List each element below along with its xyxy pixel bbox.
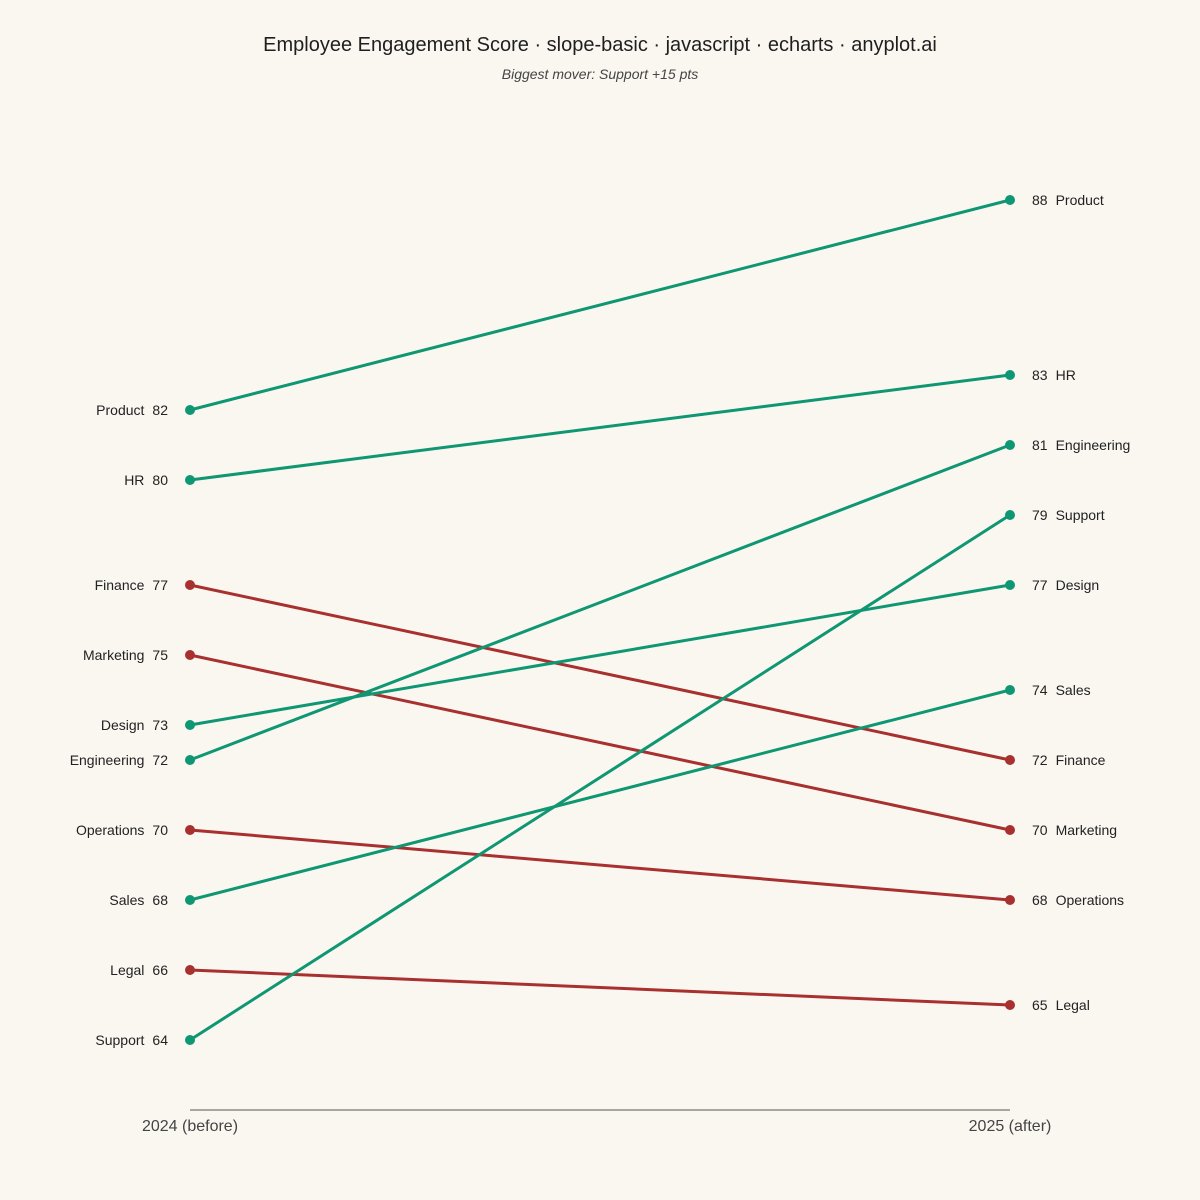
left-label-name-design: Design — [101, 717, 145, 733]
slope-line-operations — [188, 828, 1012, 902]
point-legal-before — [185, 965, 195, 975]
right-label-name-sales: Sales — [1056, 682, 1091, 698]
right-label-value-support: 79 — [1032, 507, 1048, 523]
left-label-name-product: Product — [96, 402, 144, 418]
slope-line-product — [188, 198, 1012, 412]
right-label-name-product: Product — [1056, 192, 1104, 208]
right-label-sales: 74 Sales — [1032, 682, 1091, 698]
left-label-value-product: 82 — [152, 402, 168, 418]
right-label-product: 88 Product — [1032, 192, 1104, 208]
left-label-engineering: Engineering 72 — [70, 752, 169, 768]
left-label-name-sales: Sales — [109, 892, 144, 908]
left-label-value-support: 64 — [152, 1032, 168, 1048]
right-labels: 88 Product 83 HR 72 Finance 70 Marketing 77 Desig… — [1032, 192, 1130, 1013]
left-label-name-marketing: Marketing — [83, 647, 144, 663]
right-label-value-hr: 83 — [1032, 367, 1048, 383]
chart-title: Employee Engagement Score · slope-basic … — [263, 34, 937, 56]
right-label-name-finance: Finance — [1056, 752, 1106, 768]
data-points — [185, 195, 1015, 1045]
left-label-product: Product 82 — [96, 402, 168, 418]
point-hr-after — [1005, 370, 1015, 380]
point-product-before — [185, 405, 195, 415]
right-label-hr: 83 HR — [1032, 367, 1076, 383]
left-label-value-engineering: 72 — [152, 752, 168, 768]
left-label-value-hr: 80 — [152, 472, 168, 488]
right-label-value-engineering: 81 — [1032, 437, 1048, 453]
left-label-legal: Legal 66 — [110, 962, 168, 978]
right-label-support: 79 Support — [1032, 507, 1105, 523]
right-label-value-operations: 68 — [1032, 892, 1048, 908]
point-engineering-before — [185, 755, 195, 765]
slope-line-sales — [188, 688, 1012, 902]
left-label-name-engineering: Engineering — [70, 752, 145, 768]
right-label-finance: 72 Finance — [1032, 752, 1106, 768]
right-label-legal: 65 Legal — [1032, 997, 1090, 1013]
point-finance-after — [1005, 755, 1015, 765]
right-label-design: 77 Design — [1032, 577, 1099, 593]
x-tick-label-before: 2024 (before) — [142, 1118, 238, 1135]
point-design-after — [1005, 580, 1015, 590]
point-engineering-after — [1005, 440, 1015, 450]
point-operations-after — [1005, 895, 1015, 905]
left-label-name-finance: Finance — [95, 577, 145, 593]
left-label-value-finance: 77 — [152, 577, 168, 593]
slope-line-finance — [188, 583, 1012, 762]
left-label-sales: Sales 68 — [109, 892, 168, 908]
right-label-value-sales: 74 — [1032, 682, 1048, 698]
point-hr-before — [185, 475, 195, 485]
left-label-hr: HR 80 — [124, 472, 168, 488]
right-label-value-finance: 72 — [1032, 752, 1048, 768]
right-label-name-engineering: Engineering — [1056, 437, 1131, 453]
point-sales-before — [185, 895, 195, 905]
right-label-name-operations: Operations — [1056, 892, 1124, 908]
left-label-name-legal: Legal — [110, 962, 144, 978]
point-design-before — [185, 720, 195, 730]
right-label-name-legal: Legal — [1056, 997, 1090, 1013]
point-marketing-before — [185, 650, 195, 660]
right-label-value-marketing: 70 — [1032, 822, 1048, 838]
chart-subtitle: Biggest mover: Support +15 pts — [502, 66, 699, 82]
point-product-after — [1005, 195, 1015, 205]
point-support-before — [185, 1035, 195, 1045]
left-label-value-design: 73 — [152, 717, 168, 733]
right-label-marketing: 70 Marketing — [1032, 822, 1117, 838]
right-label-name-design: Design — [1056, 577, 1100, 593]
x-tick-label-after: 2025 (after) — [969, 1118, 1052, 1135]
left-labels: Product 82 HR 80 Finance 77 Marketing 75 Design 7… — [70, 402, 169, 1048]
point-sales-after — [1005, 685, 1015, 695]
left-label-operations: Operations 70 — [76, 822, 168, 838]
slope-line-engineering — [188, 443, 1012, 762]
left-label-value-operations: 70 — [152, 822, 168, 838]
point-marketing-after — [1005, 825, 1015, 835]
left-label-value-marketing: 75 — [152, 647, 168, 663]
left-label-finance: Finance 77 — [95, 577, 169, 593]
left-label-name-support: Support — [95, 1032, 144, 1048]
right-label-name-hr: HR — [1056, 367, 1076, 383]
left-label-name-hr: HR — [124, 472, 144, 488]
right-label-value-legal: 65 — [1032, 997, 1048, 1013]
left-label-support: Support 64 — [95, 1032, 168, 1048]
left-label-value-sales: 68 — [152, 892, 168, 908]
right-label-name-support: Support — [1056, 507, 1105, 523]
slope-line-legal — [188, 968, 1012, 1007]
right-label-value-design: 77 — [1032, 577, 1048, 593]
point-operations-before — [185, 825, 195, 835]
left-label-design: Design 73 — [101, 717, 168, 733]
point-finance-before — [185, 580, 195, 590]
slope-lines — [188, 198, 1012, 1042]
slope-line-design — [188, 583, 1012, 727]
right-label-engineering: 81 Engineering — [1032, 437, 1130, 453]
right-label-value-product: 88 — [1032, 192, 1048, 208]
point-legal-after — [1005, 1000, 1015, 1010]
point-support-after — [1005, 510, 1015, 520]
left-label-name-operations: Operations — [76, 822, 144, 838]
right-label-operations: 68 Operations — [1032, 892, 1124, 908]
slope-line-hr — [188, 373, 1012, 482]
left-label-value-legal: 66 — [152, 962, 168, 978]
left-label-marketing: Marketing 75 — [83, 647, 168, 663]
right-label-name-marketing: Marketing — [1056, 822, 1117, 838]
slope-line-marketing — [188, 653, 1012, 832]
slope-line-support — [188, 513, 1012, 1042]
